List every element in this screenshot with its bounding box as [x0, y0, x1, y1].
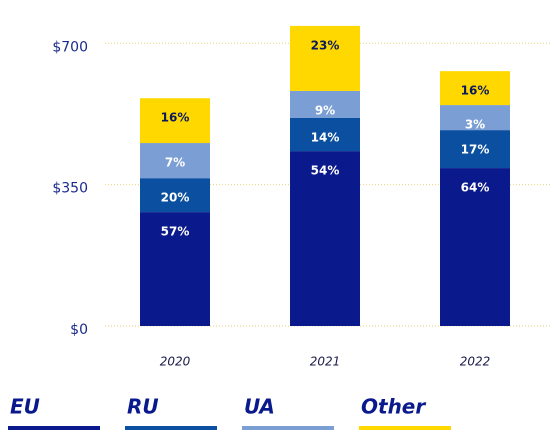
segment-label: 64% — [461, 181, 490, 195]
segment-label: 54% — [311, 164, 340, 178]
segment-label: 16% — [461, 84, 490, 98]
bar-segment — [140, 178, 210, 213]
y-tick-label: $0 — [70, 322, 88, 338]
bar-segment — [290, 90, 360, 118]
legend-label: EU — [10, 395, 40, 419]
segment-label: 14% — [311, 130, 340, 144]
x-tick-label: 2021 — [310, 355, 341, 369]
segment-label: 20% — [161, 191, 190, 205]
legend-swatch — [359, 426, 451, 430]
bar-segment — [140, 143, 210, 179]
legend-label: UA — [244, 395, 275, 419]
segment-label: 16% — [161, 111, 190, 125]
bar-segment — [440, 168, 510, 326]
y-tick-label: $700 — [52, 39, 88, 55]
legend-swatch — [8, 426, 100, 430]
legend-swatch — [125, 426, 217, 430]
segment-label: 23% — [311, 38, 340, 52]
x-tick-label: 2022 — [460, 355, 491, 369]
segment-label: 7% — [165, 156, 185, 170]
segment-label: 9% — [315, 103, 335, 117]
bar-segment — [140, 98, 210, 144]
legend-label: RU — [127, 395, 159, 419]
segment-label: 17% — [461, 143, 490, 157]
bar-segment — [290, 151, 360, 326]
bar-segment — [140, 212, 210, 326]
legend-label: Other — [361, 395, 426, 419]
bar-segment — [440, 105, 510, 131]
bar-segment — [440, 130, 510, 169]
x-tick-label: 2020 — [160, 355, 191, 369]
legend-swatch — [242, 426, 334, 430]
segment-label: 3% — [465, 118, 485, 132]
bar-segment — [290, 25, 360, 91]
y-tick-label: $350 — [52, 181, 88, 197]
bar-segment — [290, 117, 360, 152]
segment-label: 57% — [161, 225, 190, 239]
bar-segment — [440, 71, 510, 106]
